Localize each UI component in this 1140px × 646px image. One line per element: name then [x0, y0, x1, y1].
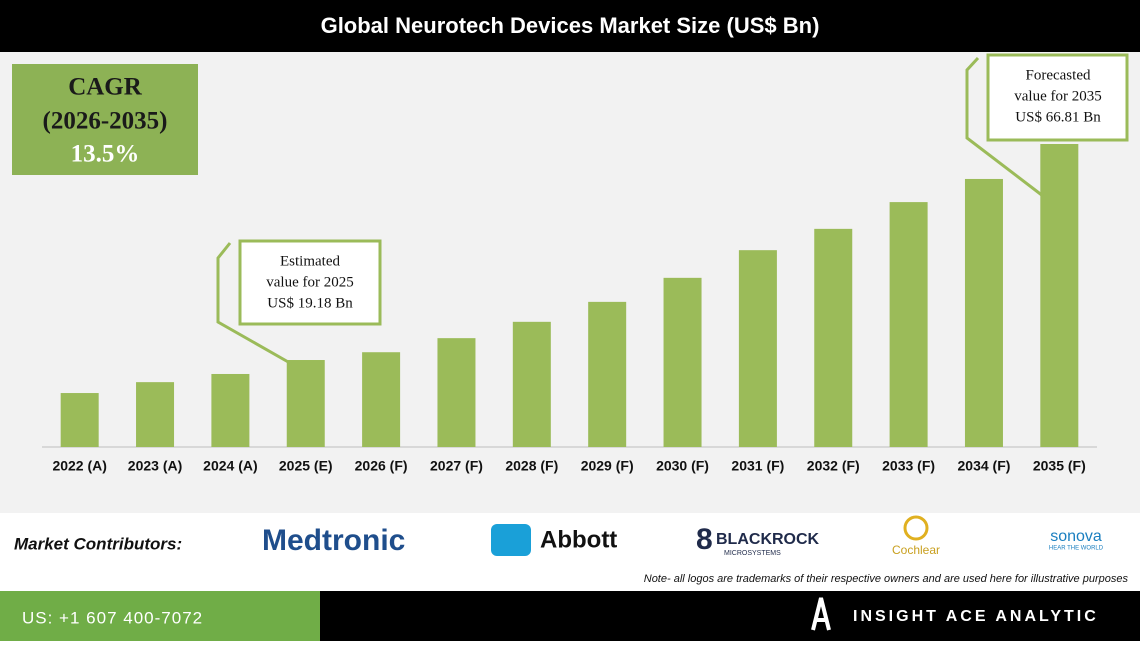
- logo: BLACKROCK: [716, 531, 820, 548]
- bar: [60, 393, 99, 447]
- x-tick-label: 2023 (A): [128, 458, 182, 474]
- forecast-text: US$ 66.81 Bn: [1015, 109, 1101, 125]
- bar: [814, 228, 853, 447]
- forecast-text: Forecasted: [1026, 67, 1091, 83]
- bar: [663, 277, 702, 447]
- cagr-value: 13.5%: [71, 141, 140, 168]
- x-tick-label: 2034 (F): [958, 458, 1011, 474]
- x-tick-label: 2035 (F): [1033, 458, 1086, 474]
- x-tick-label: 2029 (F): [581, 458, 634, 474]
- forecast-box: [986, 53, 1129, 142]
- x-tick-label: 2033 (F): [882, 458, 935, 474]
- chart-title: Global Neurotech Devices Market Size (US…: [321, 13, 820, 38]
- logo: sonova: [1050, 528, 1102, 545]
- cagr-box: [12, 64, 198, 175]
- bar: [588, 301, 627, 447]
- bar: [889, 202, 928, 447]
- logo: Cochlear: [892, 543, 940, 557]
- footer-phone-bg: [0, 591, 320, 641]
- logo-icon: [903, 515, 929, 541]
- phone: US: +1 607 400-7072: [22, 608, 203, 627]
- x-tick-label: 2026 (F): [355, 458, 408, 474]
- x-tick-label: 2032 (F): [807, 458, 860, 474]
- contributors-label: Market Contributors:: [14, 534, 182, 553]
- x-tick-label: 2024 (A): [203, 458, 257, 474]
- brand-icon: [811, 597, 831, 631]
- x-tick-label: 2025 (E): [279, 458, 333, 474]
- bar: [738, 250, 777, 447]
- estimate-text: Estimated: [280, 253, 340, 269]
- x-tick-label: 2028 (F): [505, 458, 558, 474]
- logo: HEAR THE WORLD: [1049, 546, 1104, 552]
- estimate-text: value for 2025: [266, 274, 353, 290]
- bar: [286, 360, 325, 447]
- bar: [136, 382, 175, 447]
- bars: 2022 (A) 2023 (A) 2024 (A) 2025 (E) 2026 (F)…: [52, 144, 1086, 474]
- connector: [216, 242, 291, 365]
- x-tick-label: 2031 (F): [731, 458, 784, 474]
- brand: INSIGHT ACE ANALYTIC: [853, 608, 1099, 625]
- bar: [437, 338, 476, 447]
- note: Note- all logos are trademarks of their …: [644, 573, 1129, 585]
- forecast-text: value for 2035: [1014, 88, 1101, 104]
- bar: [1040, 144, 1079, 447]
- bar: [362, 352, 401, 447]
- logo: Abbott: [540, 526, 617, 553]
- connector: [965, 56, 1044, 198]
- estimate-text: US$ 19.18 Bn: [267, 295, 353, 311]
- logo-icon: 8: [696, 523, 713, 556]
- x-tick-label: 2030 (F): [656, 458, 709, 474]
- bar: [512, 321, 551, 447]
- cagr-label: CAGR: [68, 74, 143, 101]
- estimate-box: [238, 239, 382, 326]
- bar: [964, 178, 1003, 447]
- logo: MICROSYSTEMS: [724, 550, 781, 557]
- logo: Medtronic: [262, 524, 405, 557]
- x-tick-label: 2027 (F): [430, 458, 483, 474]
- x-tick-label: 2022 (A): [52, 458, 106, 474]
- contributors-strip: [0, 513, 1140, 591]
- logo-icon: [491, 524, 531, 556]
- bar: [211, 373, 250, 447]
- title-bar: [0, 0, 1140, 52]
- cagr-period: (2026-2035): [43, 108, 168, 135]
